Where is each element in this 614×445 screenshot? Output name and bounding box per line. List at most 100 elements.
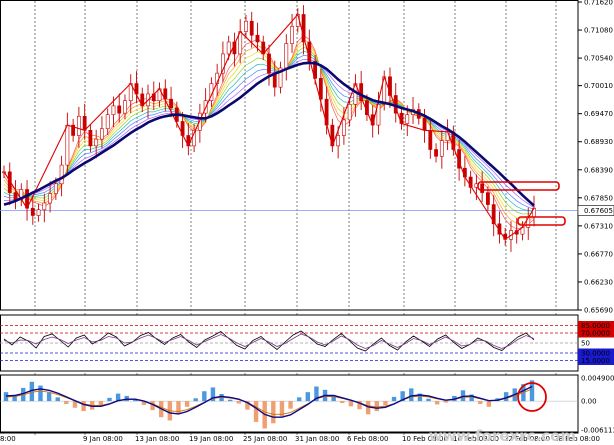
time-tick-label: 28 Feb 08:00 bbox=[554, 435, 600, 443]
price-tick-label: 0.67850 bbox=[584, 194, 613, 202]
annotation-box-upper bbox=[477, 181, 560, 191]
candle-body bbox=[318, 78, 323, 100]
oscillator-fast-line bbox=[3, 330, 535, 352]
candle-body bbox=[278, 67, 283, 88]
histogram-bar bbox=[348, 401, 354, 407]
histogram-tick-label: 0.00 bbox=[581, 398, 597, 406]
candle-body bbox=[434, 149, 438, 157]
price-tick-label: 0.71080 bbox=[584, 27, 613, 35]
candle-body bbox=[428, 129, 433, 150]
histogram-bar bbox=[391, 396, 397, 402]
histogram-bar bbox=[107, 397, 112, 402]
candle-body bbox=[111, 105, 116, 116]
candle-body bbox=[76, 115, 81, 136]
time-tick-label: 13 Jan 08:00 bbox=[135, 435, 179, 443]
histogram-bar bbox=[253, 401, 259, 422]
candle-body bbox=[59, 164, 64, 185]
candle-body bbox=[30, 207, 35, 216]
histogram-bar bbox=[115, 393, 121, 402]
price-tick-label: 0.70540 bbox=[584, 55, 613, 63]
histogram-bar bbox=[417, 393, 423, 402]
price-tick-label: 0.67310 bbox=[584, 222, 613, 230]
histogram-bar bbox=[81, 401, 86, 412]
histogram-bar bbox=[503, 392, 509, 402]
candle-body bbox=[100, 128, 104, 140]
candle-body bbox=[468, 176, 473, 188]
candle-body bbox=[290, 26, 294, 44]
histogram-bar bbox=[202, 391, 207, 402]
oscillator-level-label: 30.0000 bbox=[581, 350, 610, 358]
candle-body bbox=[42, 202, 47, 211]
time-tick-label: 31 Jan 08:00 bbox=[295, 435, 339, 443]
candle-body bbox=[226, 41, 231, 55]
candle-body bbox=[336, 135, 341, 147]
histogram-bar bbox=[38, 385, 43, 402]
histogram-bar bbox=[141, 401, 147, 405]
histogram-bar bbox=[46, 392, 52, 402]
price-tick-label: 0.70010 bbox=[584, 82, 613, 90]
oscillator-level-label: 70.0000 bbox=[581, 330, 610, 338]
time-tick-label: 19 Jan 08:00 bbox=[189, 435, 233, 443]
histogram-bar bbox=[357, 401, 362, 410]
price-tick-label: 0.68930 bbox=[584, 138, 613, 146]
moving-average-line bbox=[3, 61, 535, 207]
histogram-bar bbox=[305, 392, 311, 402]
histogram-bar bbox=[374, 401, 379, 412]
zigzag-line bbox=[3, 13, 535, 241]
oscillator-level-label: 85.0000 bbox=[581, 322, 610, 330]
oscillator-level-tag bbox=[578, 356, 614, 365]
histogram-bar bbox=[383, 401, 388, 406]
candle-body bbox=[123, 100, 127, 114]
candle-body bbox=[480, 183, 485, 193]
histogram-bar bbox=[29, 381, 35, 402]
candle-body bbox=[13, 192, 18, 201]
histogram-bar bbox=[184, 401, 190, 407]
price-tick-label: 0.68390 bbox=[584, 166, 613, 174]
candle-body bbox=[267, 53, 271, 74]
histogram-bar bbox=[12, 395, 17, 402]
histogram-bar bbox=[478, 401, 483, 404]
histogram-bar bbox=[210, 387, 216, 402]
time-tick-label: 16 Feb 08:00 bbox=[453, 435, 499, 443]
price-tag-label: 0.67605 bbox=[584, 207, 613, 215]
histogram-bar bbox=[443, 401, 448, 403]
histogram-bar bbox=[72, 401, 78, 408]
candle-body bbox=[65, 124, 70, 166]
histogram-bar bbox=[469, 394, 474, 402]
histogram-bar bbox=[55, 397, 60, 402]
price-tick-label: 0.71620 bbox=[584, 0, 613, 7]
candle-body bbox=[7, 171, 12, 193]
candle-body bbox=[82, 115, 87, 131]
candle-body bbox=[376, 104, 381, 126]
price-tick-label: 0.65690 bbox=[584, 307, 613, 315]
histogram-bar bbox=[331, 395, 336, 402]
candle-body bbox=[405, 114, 410, 124]
histogram-bar bbox=[409, 388, 414, 402]
histogram-bar bbox=[245, 401, 250, 410]
histogram-bar bbox=[64, 401, 69, 404]
candle-body bbox=[192, 129, 197, 147]
histogram-bar bbox=[288, 401, 293, 409]
candle-body bbox=[71, 124, 76, 136]
annotation-circle bbox=[517, 382, 547, 412]
oscillator-level-label: 50 bbox=[581, 340, 590, 348]
histogram-bar bbox=[150, 401, 155, 411]
histogram-bar bbox=[400, 391, 405, 402]
histogram-bar bbox=[314, 386, 319, 402]
histogram-bar bbox=[176, 401, 181, 414]
candle-body bbox=[117, 105, 122, 114]
histogram-bar bbox=[193, 398, 198, 402]
candle-body bbox=[169, 98, 173, 109]
candle-body bbox=[53, 183, 58, 194]
oscillator-level-tag bbox=[578, 348, 614, 358]
candle-body bbox=[255, 34, 260, 43]
histogram-bar bbox=[426, 398, 431, 402]
candle-body bbox=[36, 209, 41, 216]
candle-body bbox=[341, 119, 346, 136]
histogram-bar bbox=[434, 401, 440, 405]
oscillator-level-tag bbox=[578, 328, 614, 338]
price-tag-box bbox=[577, 205, 614, 216]
histogram-bar bbox=[365, 401, 371, 415]
